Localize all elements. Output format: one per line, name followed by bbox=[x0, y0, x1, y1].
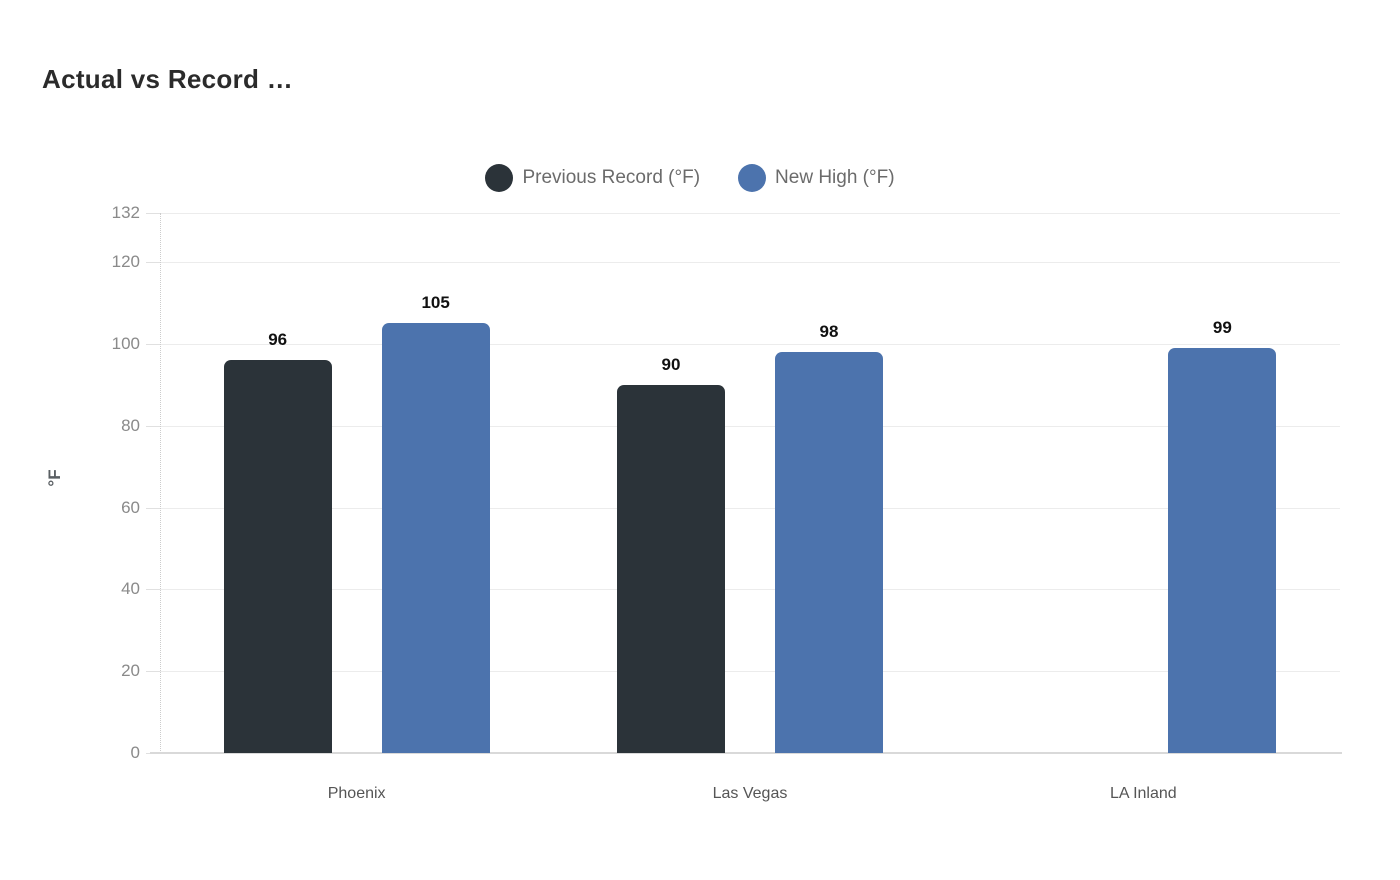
bar-new-high-la-inland[interactable] bbox=[1168, 348, 1277, 753]
y-tick-label: 40 bbox=[121, 579, 140, 599]
category-label: LA Inland bbox=[1109, 785, 1177, 802]
legend: Previous Record (°F) New High (°F) bbox=[0, 164, 1380, 192]
bar-value-label: 105 bbox=[421, 293, 450, 313]
bar-new-high-las-vegas[interactable] bbox=[775, 352, 883, 753]
y-axis-tick bbox=[146, 262, 160, 264]
y-axis-tick bbox=[146, 343, 160, 345]
category-label: Las Vegas bbox=[712, 785, 788, 802]
bar-value-label: 99 bbox=[1212, 318, 1232, 337]
bar-previous-record-las-vegas[interactable] bbox=[617, 384, 725, 753]
legend-item-previous-record[interactable]: Previous Record (°F) bbox=[485, 164, 700, 192]
y-axis-tick bbox=[146, 213, 160, 214]
bar-new-high-phoenix[interactable] bbox=[381, 323, 490, 753]
y-axis-title: °F bbox=[45, 469, 64, 487]
bar-value-label: 90 bbox=[661, 354, 681, 374]
y-tick-label: 20 bbox=[121, 661, 140, 681]
grid-line bbox=[160, 262, 1340, 264]
grid-line bbox=[160, 425, 1340, 427]
y-tick-label: 0 bbox=[130, 743, 140, 762]
y-tick-label: 60 bbox=[121, 497, 140, 517]
chart-title: Actual vs Record … bbox=[42, 64, 294, 94]
bar-value-label: 96 bbox=[268, 330, 288, 350]
y-axis-tick bbox=[146, 589, 160, 591]
y-axis-line bbox=[160, 213, 161, 753]
bar-value-label: 98 bbox=[819, 322, 839, 342]
y-axis-tick bbox=[146, 507, 160, 509]
y-tick-label: 80 bbox=[121, 415, 140, 435]
y-tick-label: 120 bbox=[111, 252, 140, 272]
grid-line bbox=[160, 671, 1340, 673]
legend-marker-icon bbox=[738, 164, 767, 192]
grid-line bbox=[160, 213, 1340, 214]
y-axis-tick bbox=[146, 425, 160, 427]
y-tick-label: 100 bbox=[111, 333, 140, 353]
grid-line bbox=[160, 343, 1340, 345]
legend-item-label: Previous Record (°F) bbox=[522, 167, 701, 188]
bar-previous-record-phoenix[interactable] bbox=[223, 360, 332, 753]
x-axis-line bbox=[150, 752, 1342, 754]
grid-line bbox=[160, 507, 1340, 509]
legend-item-label: New High (°F) bbox=[775, 167, 895, 188]
legend-marker-icon bbox=[485, 164, 514, 192]
category-label: Phoenix bbox=[327, 785, 386, 802]
legend-item-new-high[interactable]: New High (°F) bbox=[738, 164, 895, 192]
grid-line bbox=[160, 589, 1340, 591]
y-tick-label: 132 bbox=[111, 203, 140, 222]
y-axis-tick bbox=[146, 671, 160, 673]
